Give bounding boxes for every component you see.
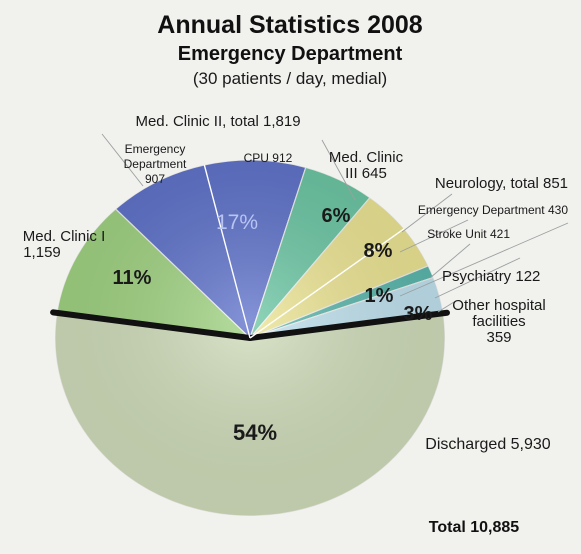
label-psychiatry: Psychiatry 122 xyxy=(442,268,540,285)
pct-label-discharged: 54% xyxy=(233,420,277,445)
label-neurology: Neurology, total 851 xyxy=(435,175,568,192)
leader-psychiatry xyxy=(399,222,569,297)
chart-title: Annual Statistics 2008 xyxy=(157,11,422,39)
chart-note: (30 patients / day, medial) xyxy=(193,69,387,88)
divider-neurology xyxy=(249,228,405,339)
label-med-clinic-3-line1: Med. Clinic xyxy=(329,149,404,166)
leader-other-1 xyxy=(434,257,521,299)
pct-label-psychiatry: 1% xyxy=(365,285,394,307)
divider-med-clinic-ii xyxy=(203,164,251,339)
label-other-line1: Other hospital xyxy=(452,297,545,314)
sub-dividers xyxy=(50,164,450,341)
label-other-line2: facilities xyxy=(472,313,525,330)
label-total: Total 10,885 xyxy=(429,519,520,536)
leader-ed-430 xyxy=(399,219,469,253)
label-med-clinic-3-line2: III 645 xyxy=(345,165,387,182)
leader-other-2 xyxy=(437,301,455,313)
label-stroke-421: Stroke Unit 421 xyxy=(427,227,510,241)
label-cpu-912: CPU 912 xyxy=(244,151,293,165)
chart-subtitle: Emergency Department xyxy=(178,43,403,65)
leader-stroke-421 xyxy=(429,243,471,279)
label-discharged: Discharged 5,930 xyxy=(425,436,551,453)
label-ed-907-line3: 907 xyxy=(145,172,165,186)
discharged-edge-right xyxy=(247,309,450,341)
pct-label-other: 3% xyxy=(404,303,433,325)
discharged-edge-left xyxy=(50,309,253,341)
label-ed-907-line1: Emergency xyxy=(125,142,186,156)
label-other-line3: 359 xyxy=(486,329,511,346)
pct-label-neurology: 8% xyxy=(364,240,393,262)
pct-label-med-clinic-3: 6% xyxy=(322,205,351,227)
leader-lines xyxy=(101,133,569,313)
label-ed-430: Emergency Department 430 xyxy=(418,203,568,217)
leader-neurology xyxy=(401,193,453,233)
leader-med-clinic-3 xyxy=(321,139,356,201)
leader-med-clinic-2 xyxy=(101,133,144,187)
label-med-clinic-1-line2: 1,159 xyxy=(23,244,61,261)
label-ed-907-line2: Department xyxy=(124,157,187,171)
label-med-clinic-2: Med. Clinic II, total 1,819 xyxy=(135,113,300,130)
label-med-clinic-1-line1: Med. Clinic I xyxy=(23,228,106,245)
pct-label-med-clinic-2: 17% xyxy=(216,211,258,234)
pct-label-med-clinic-1: 11% xyxy=(113,267,152,289)
